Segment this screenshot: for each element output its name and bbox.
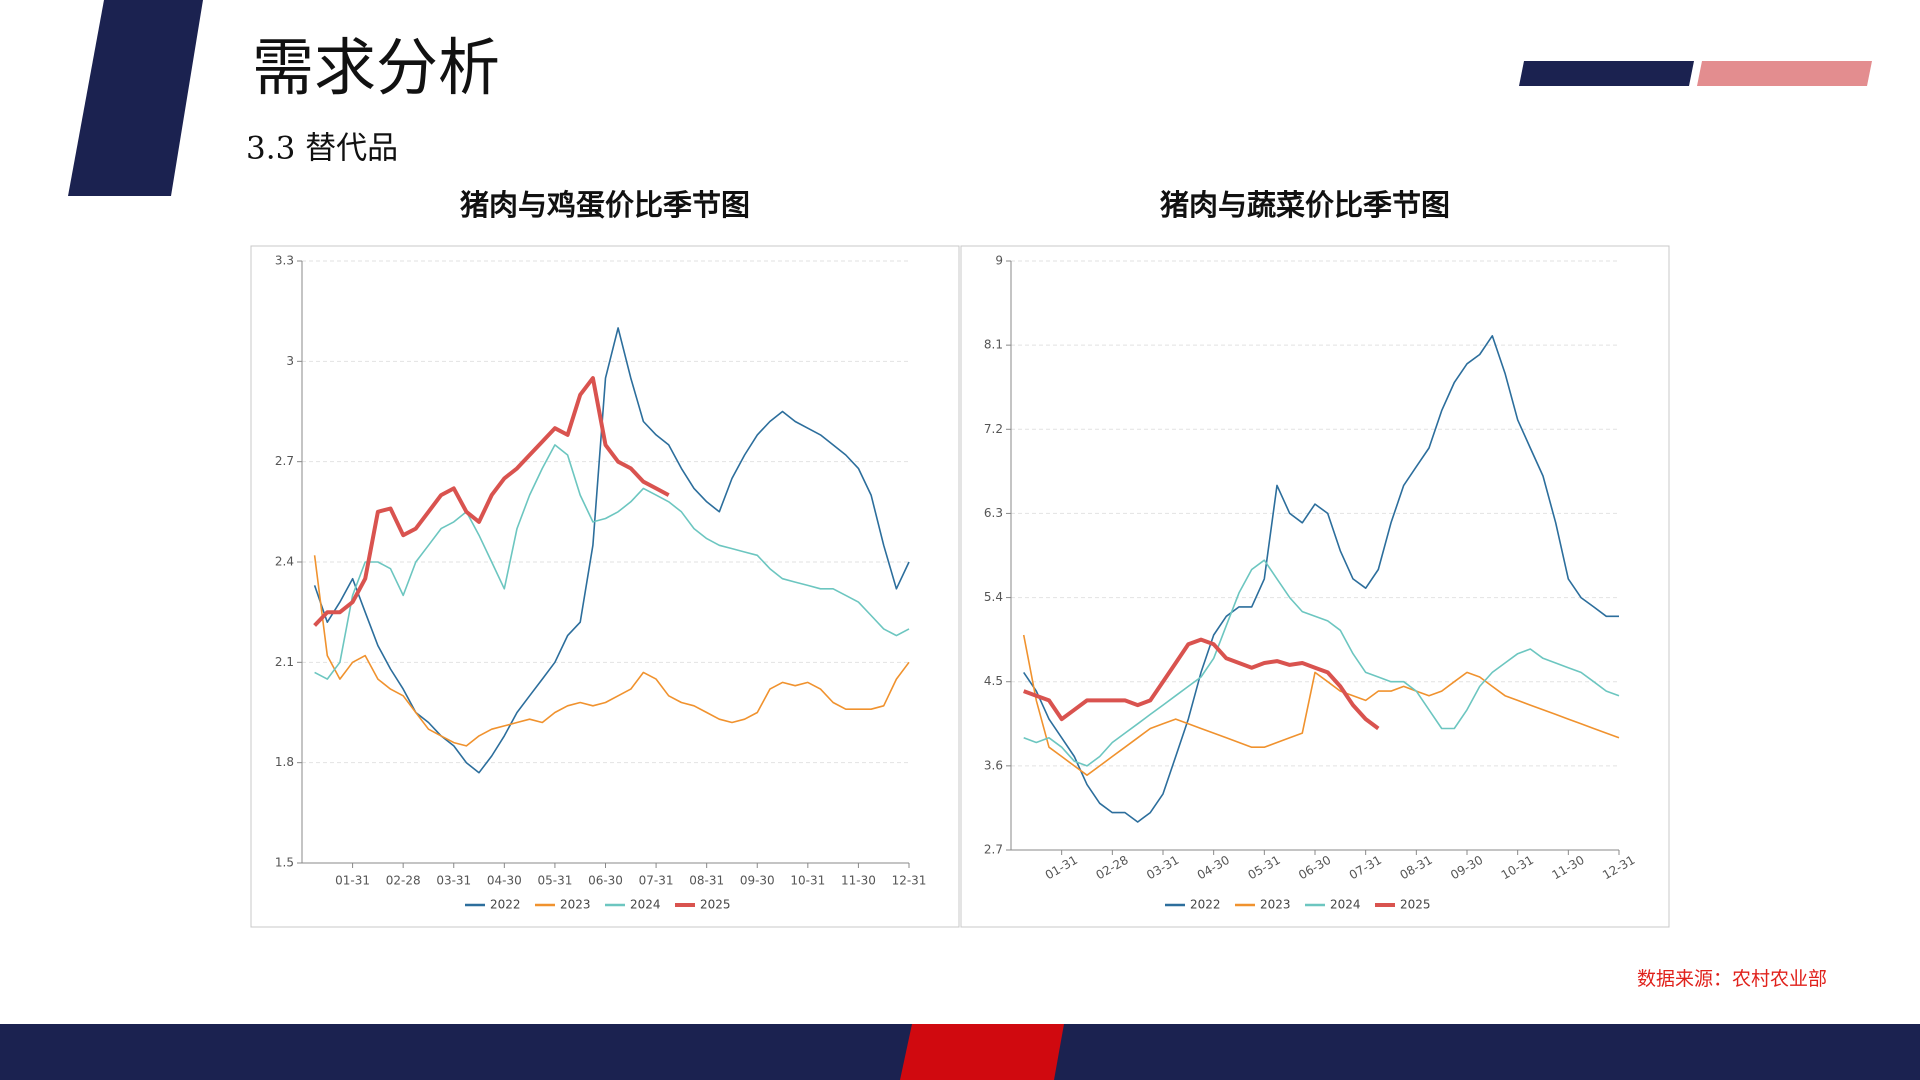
- x-tick-label: 08-31: [689, 874, 724, 888]
- y-tick-label: 1.5: [275, 856, 294, 870]
- corner-shape: [68, 0, 203, 196]
- y-tick-label: 7.2: [984, 422, 1003, 436]
- y-tick-label: 3.6: [984, 758, 1003, 772]
- chart: 猪肉与蔬菜价比季节图 2.7 3.6 4.5 5.4 6.3 7.2 8.1 9 01-31 02-…: [984, 188, 1637, 912]
- y-tick-label: 8.1: [984, 338, 1003, 352]
- x-tick-label: 08-31: [1397, 853, 1434, 883]
- x-tick-label: 05-31: [537, 874, 572, 888]
- x-tick-label: 12-31: [1600, 853, 1637, 883]
- x-tick-label: 01-31: [1043, 853, 1080, 883]
- source-note: 数据来源：农村农业部: [1637, 968, 1827, 990]
- chart-frame: [250, 245, 960, 928]
- legend-label: 2023: [560, 898, 591, 912]
- x-tick-label: 12-31: [892, 874, 927, 888]
- x-tick-label: 03-31: [1144, 853, 1181, 883]
- x-tick-label: 01-31: [335, 874, 370, 888]
- x-tick-label: 06-30: [1296, 853, 1333, 883]
- x-tick-label: 09-30: [1448, 853, 1485, 883]
- x-tick-label: 09-30: [740, 874, 775, 888]
- footer-accent: [900, 1024, 1064, 1080]
- x-tick-label: 07-31: [639, 874, 674, 888]
- x-tick-label: 11-30: [1549, 853, 1586, 883]
- chart: 猪肉与鸡蛋价比季节图 1.5 1.8 2.1 2.4 2.7 3 3.3 01-31 02-28 0…: [275, 188, 927, 912]
- series-line: [1023, 559, 1620, 767]
- x-tick-label: 06-30: [588, 874, 623, 888]
- x-tick-label: 11-30: [841, 874, 876, 888]
- y-tick-label: 2.4: [275, 555, 294, 569]
- y-tick-label: 3.3: [275, 254, 294, 268]
- legend-label: 2024: [1330, 898, 1361, 912]
- legend-label: 2022: [490, 898, 521, 912]
- header-bar: [1519, 61, 1694, 86]
- series-line: [313, 327, 910, 774]
- y-tick-label: 3: [286, 354, 294, 368]
- x-tick-label: 04-30: [487, 874, 522, 888]
- y-tick-label: 2.7: [275, 454, 294, 468]
- legend-label: 2022: [1190, 898, 1221, 912]
- slide-subtitle: 3.3 替代品: [246, 131, 398, 167]
- x-tick-label: 07-31: [1347, 853, 1384, 883]
- chart-title: 猪肉与蔬菜价比季节图: [1160, 188, 1450, 222]
- x-tick-label: 10-31: [1499, 853, 1536, 883]
- x-tick-label: 02-28: [1093, 853, 1130, 883]
- y-tick-label: 9: [995, 254, 1003, 268]
- series-line: [313, 376, 670, 627]
- header-bar: [1697, 61, 1872, 86]
- series-line: [1023, 335, 1619, 823]
- x-tick-label: 02-28: [386, 874, 421, 888]
- x-tick-label: 04-30: [1195, 853, 1232, 883]
- legend-label: 2023: [1260, 898, 1291, 912]
- chart-title: 猪肉与鸡蛋价比季节图: [460, 188, 750, 222]
- y-tick-label: 5.4: [984, 590, 1003, 604]
- legend-label: 2025: [700, 898, 731, 912]
- y-tick-label: 2.7: [984, 843, 1003, 857]
- chart-frame: [960, 245, 1670, 928]
- slide-title: 需求分析: [252, 31, 500, 104]
- y-tick-label: 4.5: [984, 674, 1003, 688]
- y-tick-label: 2.1: [275, 655, 294, 669]
- legend-label: 2025: [1400, 898, 1431, 912]
- y-tick-label: 1.8: [275, 755, 294, 769]
- series-line: [313, 555, 910, 747]
- x-tick-label: 10-31: [790, 874, 825, 888]
- series-line: [314, 444, 910, 680]
- series-line: [1022, 634, 1620, 776]
- series-line: [1023, 637, 1380, 731]
- x-tick-label: 05-31: [1245, 853, 1282, 883]
- y-tick-label: 6.3: [984, 506, 1003, 520]
- legend-label: 2024: [630, 898, 661, 912]
- x-tick-label: 03-31: [436, 874, 471, 888]
